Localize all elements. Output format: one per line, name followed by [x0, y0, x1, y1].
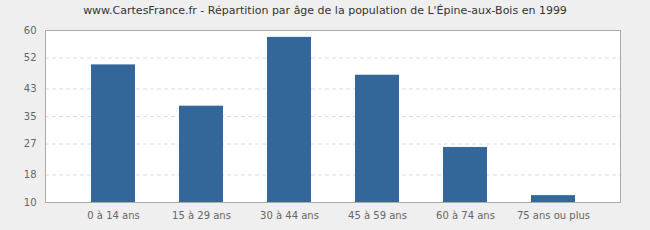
- svg-text:52: 52: [24, 52, 37, 63]
- svg-text:18: 18: [24, 169, 37, 180]
- svg-text:15 à 29 ans: 15 à 29 ans: [172, 210, 231, 221]
- svg-text:43: 43: [24, 83, 37, 94]
- svg-text:35: 35: [24, 111, 37, 122]
- svg-text:30 à 44 ans: 30 à 44 ans: [260, 210, 319, 221]
- svg-text:75 ans ou plus: 75 ans ou plus: [517, 210, 590, 221]
- svg-text:60 à 74 ans: 60 à 74 ans: [436, 210, 495, 221]
- svg-text:27: 27: [24, 138, 37, 149]
- svg-text:45 à 59 ans: 45 à 59 ans: [348, 210, 407, 221]
- svg-text:10: 10: [24, 197, 37, 208]
- html-text:www.CartesFrance.fr - Répartit: www.CartesFrance.fr - Répartition par âg…: [83, 4, 567, 17]
- svg-text:0 à 14 ans: 0 à 14 ans: [87, 210, 139, 221]
- svg-text:60: 60: [24, 25, 37, 36]
